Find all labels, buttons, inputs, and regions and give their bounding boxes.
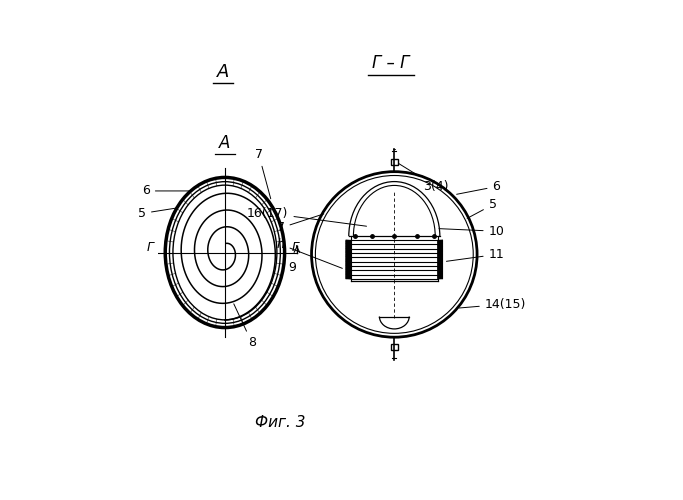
Bar (391, 160, 398, 164)
Text: 16(17): 16(17) (247, 206, 367, 226)
Text: 8: 8 (234, 304, 256, 350)
Text: 11: 11 (447, 248, 504, 262)
Text: А: А (219, 134, 231, 152)
Text: 9: 9 (283, 254, 296, 274)
Text: 6: 6 (457, 180, 501, 194)
Text: 3(4): 3(4) (399, 164, 449, 193)
Text: 10: 10 (439, 224, 505, 237)
Text: 5: 5 (138, 207, 178, 220)
Text: 5: 5 (467, 198, 497, 218)
Text: Г: Г (147, 240, 154, 254)
Text: Фиг. 3: Фиг. 3 (255, 416, 306, 430)
Text: 14(15): 14(15) (459, 298, 526, 310)
Text: h: h (277, 238, 342, 268)
Text: 7: 7 (255, 148, 270, 199)
Text: Г: Г (292, 240, 298, 254)
Bar (391, 344, 398, 350)
Text: Г – Г: Г – Г (372, 54, 409, 72)
Text: А: А (217, 63, 229, 81)
Text: 7: 7 (277, 214, 324, 234)
Text: 6: 6 (142, 184, 189, 198)
